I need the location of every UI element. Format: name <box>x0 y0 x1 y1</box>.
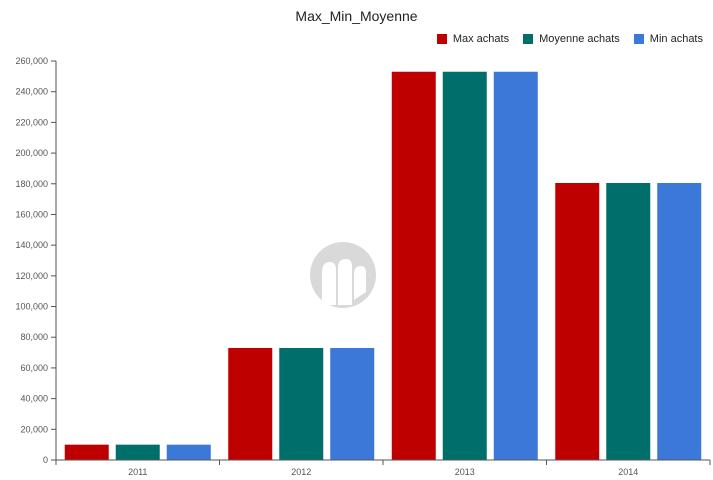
y-tick-label: 260,000 <box>15 56 48 66</box>
bar-min-achats-2013[interactable] <box>494 72 538 460</box>
bar-min-achats-2012[interactable] <box>330 348 374 460</box>
bar-max-achats-2013[interactable] <box>392 72 436 460</box>
y-tick-label: 0 <box>43 455 48 465</box>
y-tick-label: 160,000 <box>15 209 48 219</box>
bar-max-achats-2012[interactable] <box>228 348 272 460</box>
x-tick-label: 2011 <box>128 467 147 477</box>
y-tick-label: 40,000 <box>20 394 48 404</box>
x-tick-label: 2014 <box>618 467 638 477</box>
y-tick-label: 60,000 <box>20 363 48 373</box>
y-tick-label: 140,000 <box>15 240 48 250</box>
bar-moyenne-achats-2013[interactable] <box>443 72 487 460</box>
y-tick-label: 220,000 <box>15 117 48 127</box>
logo-watermark-icon <box>310 242 376 308</box>
x-tick-label: 2013 <box>455 467 475 477</box>
bar-moyenne-achats-2014[interactable] <box>606 183 650 460</box>
y-tick-label: 120,000 <box>15 271 48 281</box>
y-tick-label: 100,000 <box>15 302 48 312</box>
bar-moyenne-achats-2012[interactable] <box>279 348 323 460</box>
y-tick-label: 180,000 <box>15 179 48 189</box>
bar-max-achats-2014[interactable] <box>555 183 599 460</box>
x-tick-label: 2012 <box>291 467 311 477</box>
bar-min-achats-2014[interactable] <box>657 183 701 460</box>
y-tick-label: 200,000 <box>15 148 48 158</box>
y-tick-label: 240,000 <box>15 87 48 97</box>
bar-moyenne-achats-2011[interactable] <box>116 445 160 460</box>
bar-min-achats-2011[interactable] <box>167 445 211 460</box>
y-tick-label: 80,000 <box>20 332 48 342</box>
bar-max-achats-2011[interactable] <box>65 445 109 460</box>
y-tick-label: 20,000 <box>20 424 48 434</box>
